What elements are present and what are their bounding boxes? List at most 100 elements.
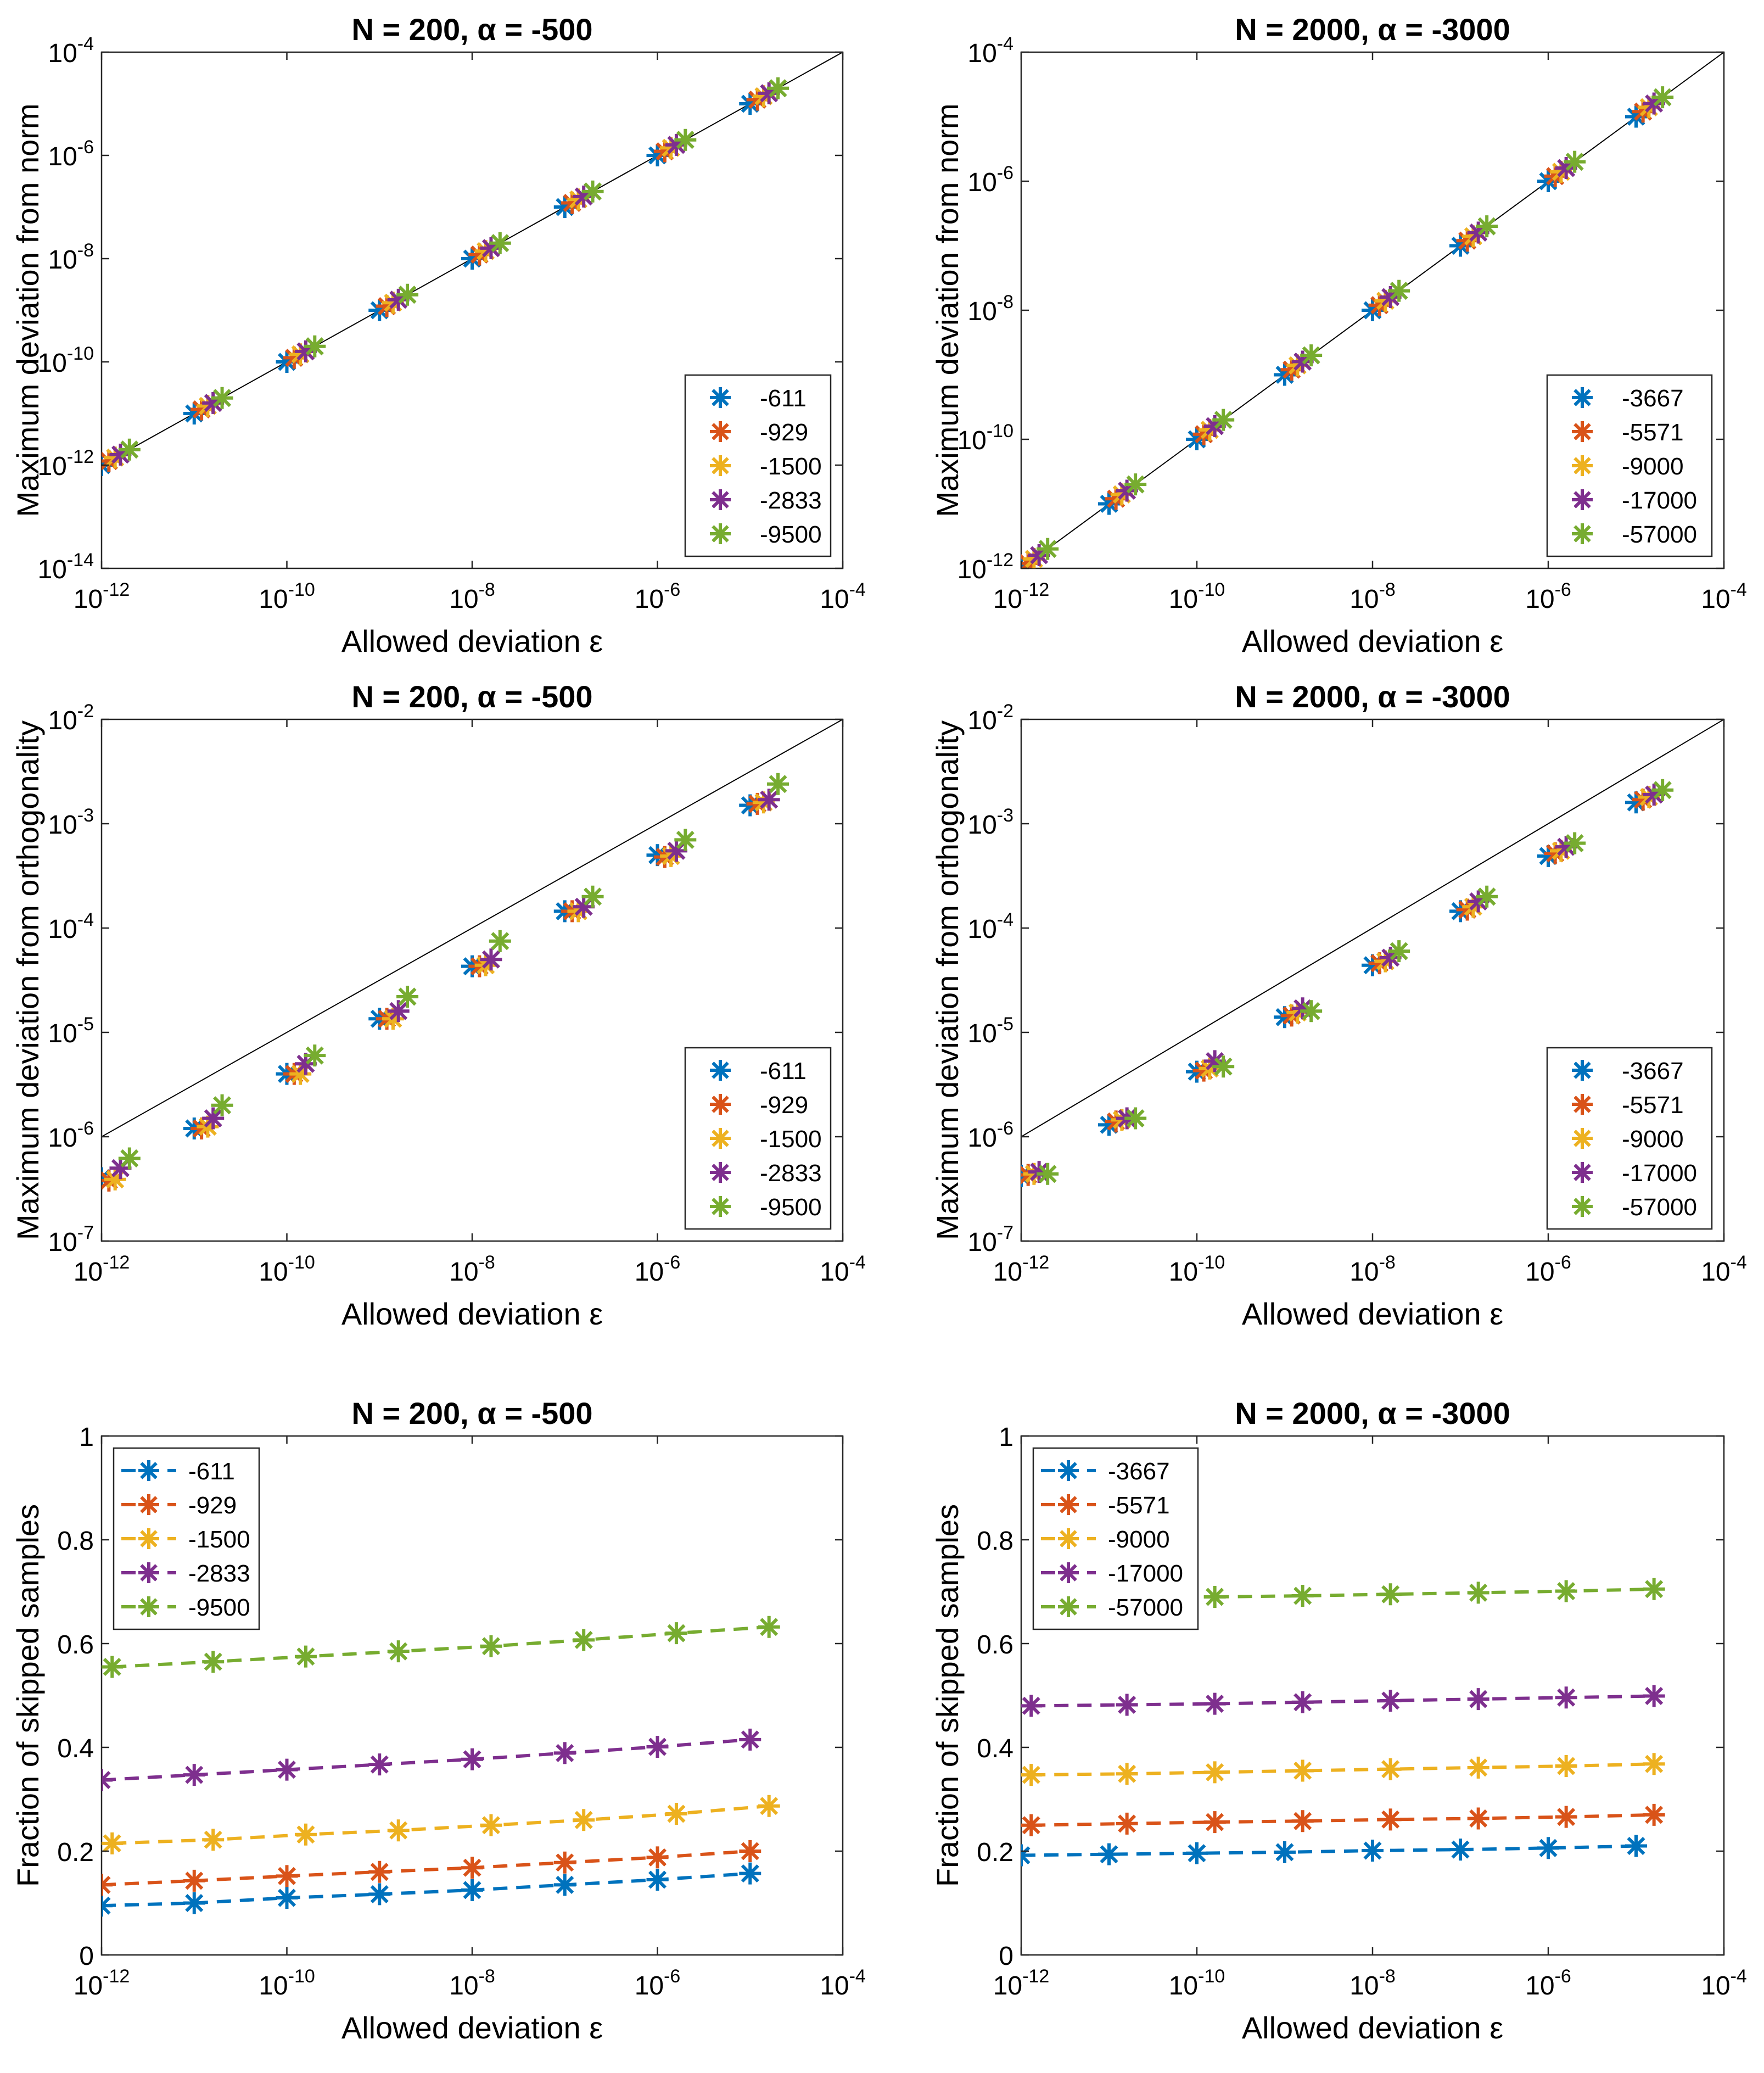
data-point bbox=[1362, 1840, 1384, 1862]
legend-marker bbox=[1572, 489, 1593, 510]
series-line bbox=[102, 1737, 751, 1782]
legend-label: -929 bbox=[760, 419, 808, 446]
series-line bbox=[112, 1804, 769, 1845]
data-point bbox=[1643, 1803, 1665, 1826]
data-point bbox=[276, 1865, 298, 1887]
legend-item: -57000 bbox=[1572, 1194, 1697, 1221]
chart-panel-p1: 10-12 10-10 10-8 10-6 10-410-1410-1210-1010-… bbox=[10, 12, 866, 658]
y-tick-label: 1 bbox=[79, 1423, 94, 1452]
series--17000 bbox=[1021, 1685, 1665, 1717]
data-point bbox=[739, 1862, 761, 1885]
legend-marker bbox=[138, 1460, 159, 1481]
legend-marker bbox=[1572, 387, 1593, 408]
series--1500 bbox=[102, 1795, 780, 1854]
legend-marker bbox=[1572, 421, 1593, 442]
data-point bbox=[1186, 1842, 1208, 1864]
data-point bbox=[553, 1874, 576, 1896]
data-point bbox=[1476, 215, 1498, 238]
data-point bbox=[1116, 1694, 1138, 1716]
y-tick-label: 0 bbox=[79, 1942, 94, 1971]
data-point bbox=[387, 1000, 410, 1022]
legend-item: -9000 bbox=[1041, 1526, 1170, 1553]
y-tick-label: 10-5 bbox=[967, 1014, 1013, 1048]
legend-item: -929 bbox=[710, 1092, 808, 1119]
data-point bbox=[1564, 832, 1586, 854]
data-point bbox=[573, 1629, 595, 1651]
data-point bbox=[1555, 1580, 1577, 1602]
chart-title: N = 200, α = -500 bbox=[351, 12, 592, 47]
y-tick-label: 0.8 bbox=[977, 1527, 1013, 1556]
y-tick-label: 10-5 bbox=[48, 1014, 94, 1048]
data-point bbox=[1116, 1763, 1138, 1785]
data-point bbox=[1124, 473, 1147, 496]
chart-title: N = 2000, α = -3000 bbox=[1235, 679, 1510, 714]
series-line bbox=[1021, 1844, 1637, 1857]
series--9500 bbox=[118, 773, 789, 1170]
data-point bbox=[480, 1635, 502, 1657]
data-point bbox=[294, 1645, 317, 1668]
data-point bbox=[739, 1840, 761, 1862]
y-tick-label: 10-8 bbox=[48, 240, 94, 275]
x-axis-label: Allowed deviation ε bbox=[341, 1297, 603, 1331]
plot-area bbox=[102, 52, 843, 476]
data-point bbox=[1643, 1685, 1665, 1707]
legend-label: -3667 bbox=[1108, 1458, 1170, 1485]
data-point bbox=[1116, 1812, 1138, 1835]
x-tick-label: 10-8 bbox=[449, 1966, 495, 2001]
chart-title: N = 2000, α = -3000 bbox=[1235, 12, 1510, 47]
legend-marker bbox=[710, 523, 731, 544]
legend: -3667 -5571 -9000 -17000 -57000 bbox=[1546, 1047, 1713, 1230]
data-point bbox=[1651, 86, 1674, 109]
data-point bbox=[368, 1753, 391, 1776]
legend: -611 -929 -1500 -2833 -9500 bbox=[113, 1447, 260, 1630]
data-point bbox=[1625, 1835, 1647, 1857]
x-tick-label: 10-6 bbox=[635, 579, 681, 614]
y-tick-label: 0.4 bbox=[57, 1734, 94, 1763]
legend-label: -3667 bbox=[1622, 1058, 1684, 1085]
data-point bbox=[1449, 1839, 1471, 1861]
data-point bbox=[1300, 1000, 1323, 1022]
legend-item: -17000 bbox=[1572, 487, 1697, 514]
legend-label: -17000 bbox=[1622, 1160, 1697, 1187]
data-point bbox=[461, 1748, 483, 1770]
data-point bbox=[674, 128, 697, 151]
data-point bbox=[276, 1758, 298, 1781]
y-tick-label: 0.8 bbox=[57, 1527, 94, 1556]
legend-item: -5571 bbox=[1041, 1492, 1170, 1519]
y-tick-label: 10-4 bbox=[967, 909, 1013, 944]
chart-panel-p2: 10-12 10-10 10-8 10-6 10-4 10-12 10-10 10-8 10-6… bbox=[930, 12, 1747, 658]
legend-marker bbox=[1058, 1494, 1079, 1515]
data-point bbox=[665, 1802, 687, 1825]
series--57000 bbox=[1037, 779, 1674, 1185]
legend-marker bbox=[1572, 455, 1593, 476]
legend-label: -611 bbox=[188, 1458, 235, 1485]
data-point bbox=[581, 885, 604, 908]
y-tick-label: 10-2 bbox=[967, 701, 1013, 735]
data-point bbox=[646, 1868, 669, 1891]
data-point bbox=[1388, 940, 1410, 963]
y-axis-label: Maximum deviation from norm bbox=[930, 103, 965, 517]
data-point bbox=[1555, 1755, 1577, 1778]
chart-panel-p3: 10-12 10-10 10-8 10-6 10-4 10-7 10-6 10-5 10-4 10… bbox=[10, 679, 866, 1331]
data-point bbox=[1021, 1695, 1043, 1717]
series--9000 bbox=[1021, 1753, 1665, 1786]
x-tick-label: 10-6 bbox=[635, 1252, 681, 1287]
data-point bbox=[183, 1764, 205, 1786]
series--3667 bbox=[1021, 1835, 1647, 1867]
x-tick-label: 10-12 bbox=[993, 579, 1050, 614]
y-tick-label: 0.2 bbox=[977, 1838, 1013, 1867]
data-point bbox=[461, 248, 483, 270]
series-line bbox=[102, 1850, 751, 1887]
chart-panel-p4: 10-12 10-10 10-8 10-6 10-4 10-7 10-6 10-5 10-4 10… bbox=[930, 679, 1747, 1331]
legend-item: -17000 bbox=[1572, 1160, 1697, 1187]
y-tick-label: 10-4 bbox=[48, 33, 94, 68]
y-tick-label: 10-7 bbox=[967, 1222, 1013, 1257]
data-point bbox=[1203, 1761, 1226, 1784]
data-point bbox=[1291, 1810, 1314, 1832]
data-point bbox=[553, 1742, 576, 1764]
data-point bbox=[1037, 1163, 1059, 1185]
series--5571 bbox=[1021, 1803, 1665, 1836]
data-point bbox=[1564, 150, 1586, 173]
data-point bbox=[202, 1107, 225, 1130]
